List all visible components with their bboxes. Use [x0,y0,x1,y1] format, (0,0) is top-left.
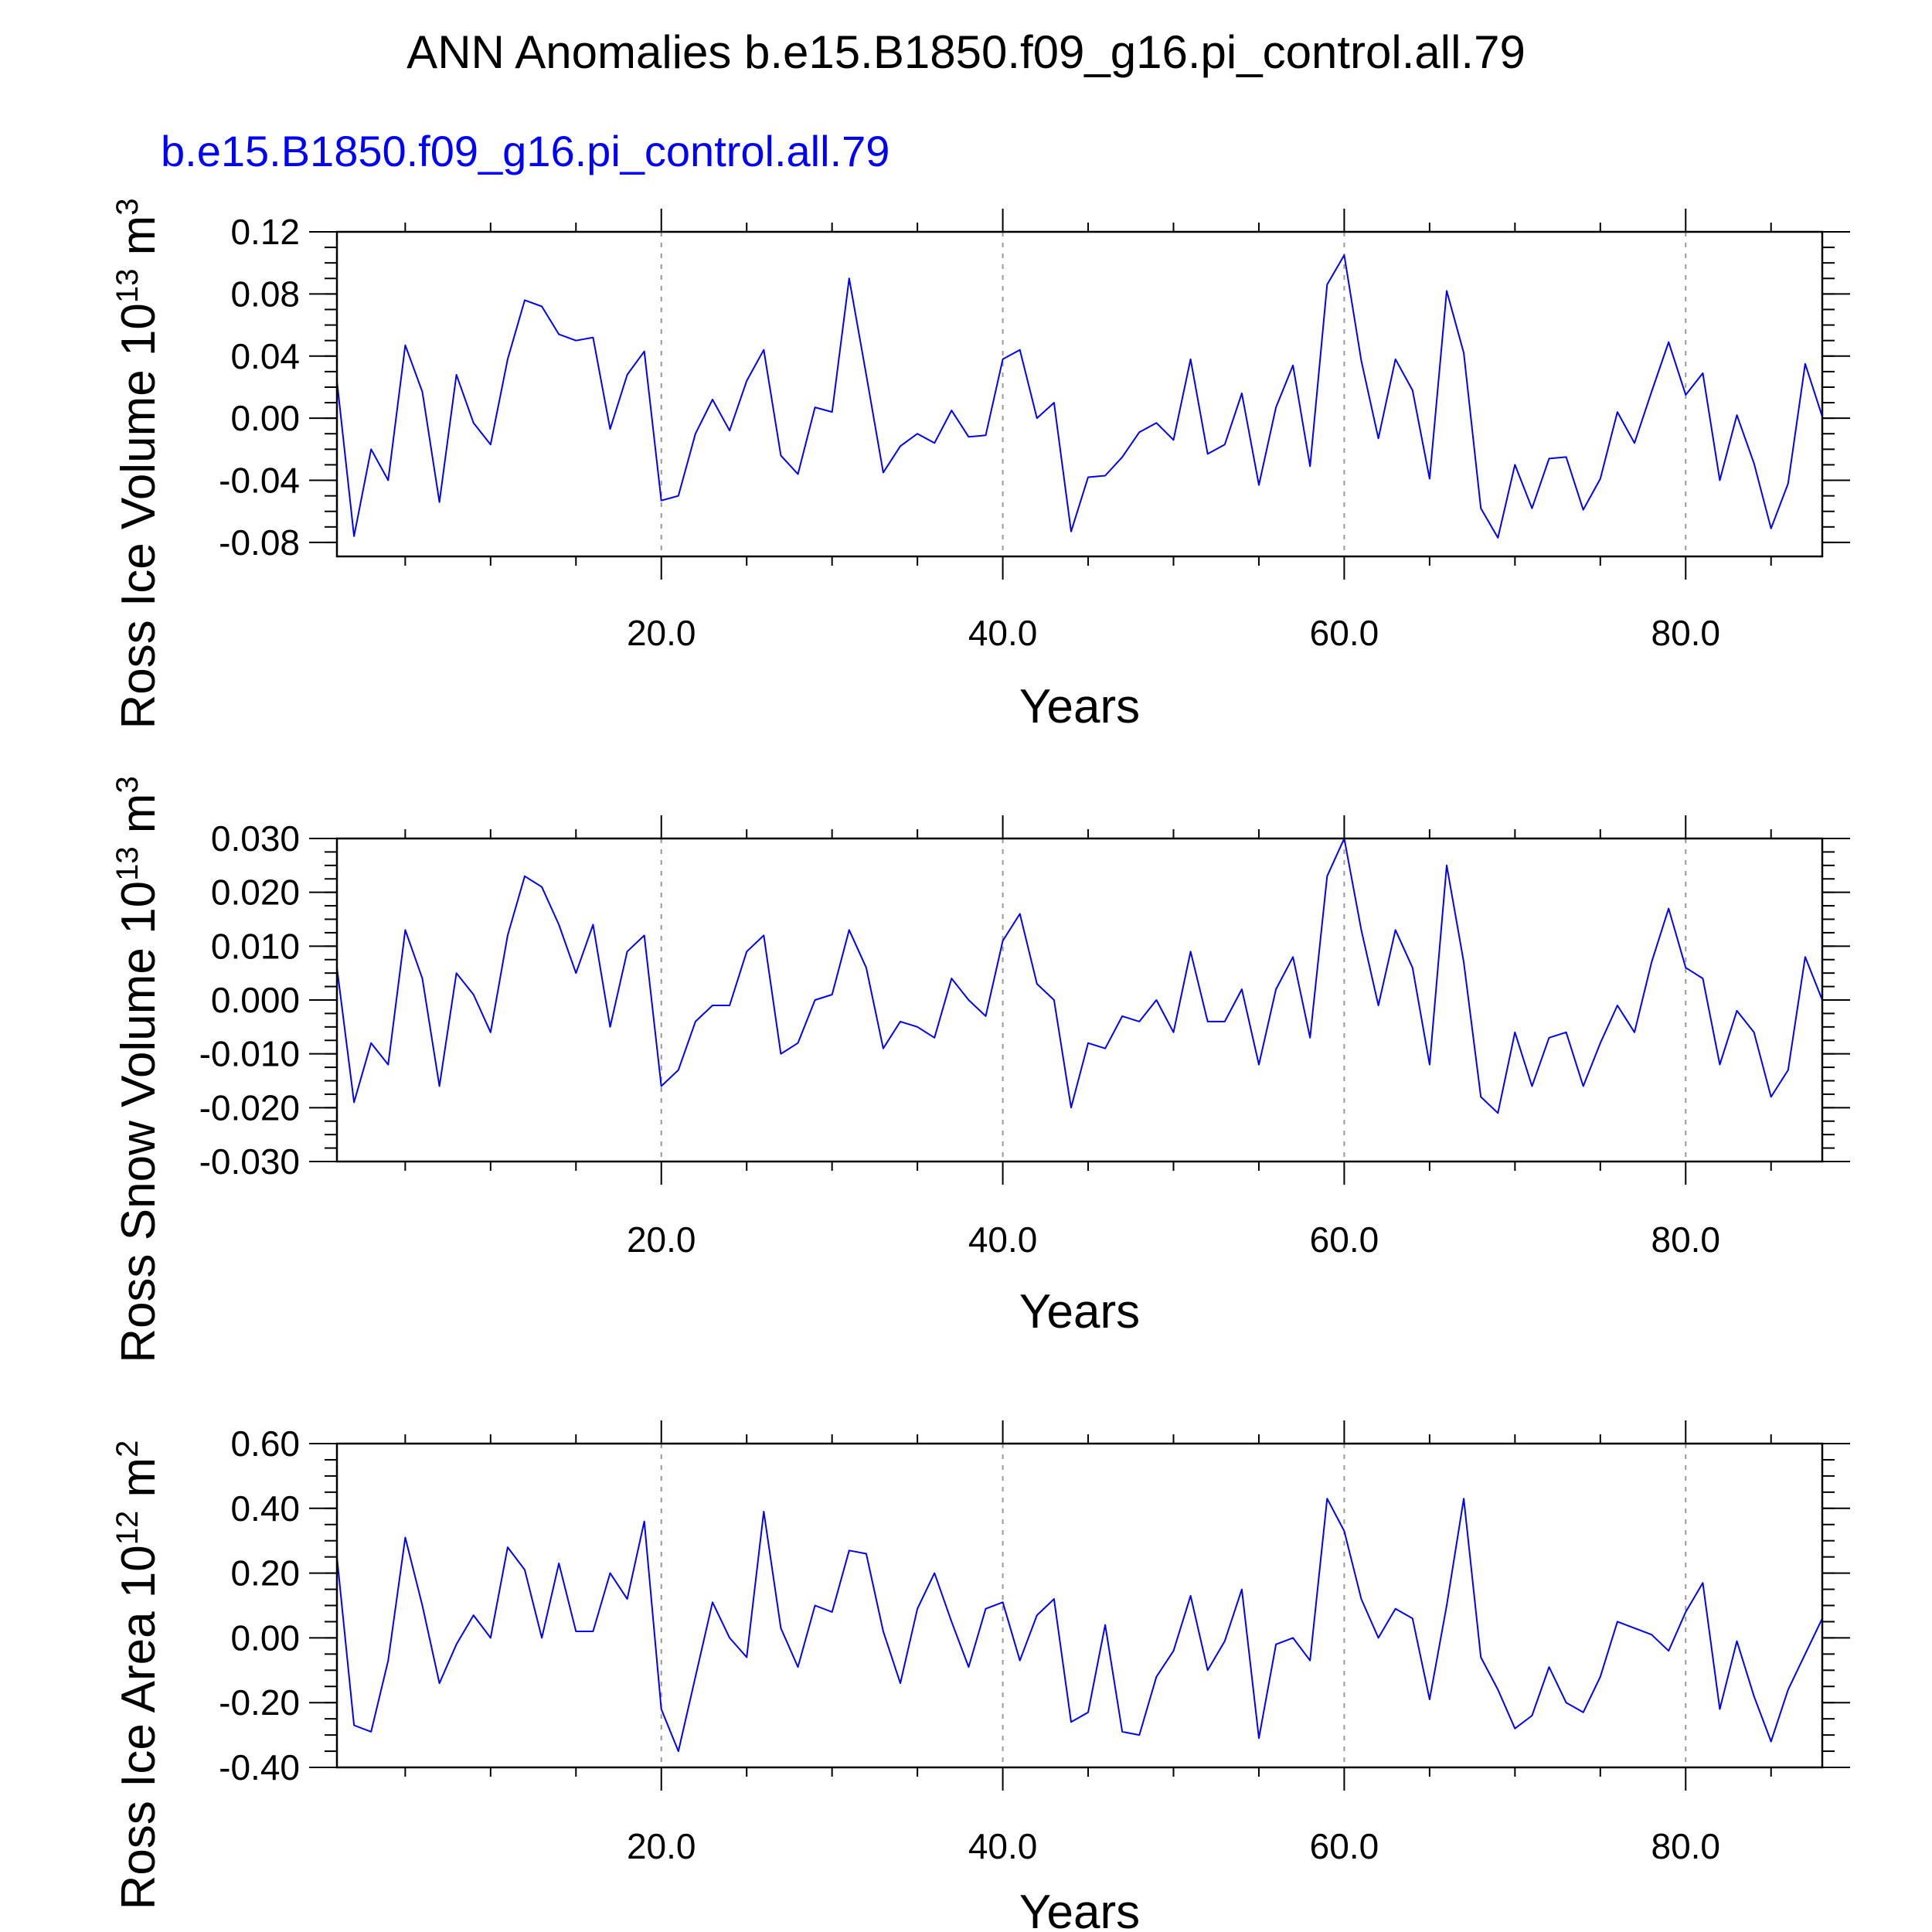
x-tick-label: 20.0 [627,613,696,653]
x-tick-label: 20.0 [627,1826,696,1866]
x-tick-label: 80.0 [1651,613,1720,653]
x-axis-label: Years [1019,680,1140,733]
x-axis-label: Years [1019,1886,1140,1932]
x-tick-label: 40.0 [968,613,1038,653]
chart-panel-3: 0.60 0.40 0.20 0.00 -0.20 -0.40 20.0 40.0 60.0 80… [111,1420,1850,1932]
y-tick-label: -0.40 [219,1747,300,1787]
plot-frame [335,837,1824,1163]
x-tick-label: 40.0 [968,1219,1038,1260]
y-tick-label: 0.00 [230,1617,300,1658]
y-tick-label: -0.020 [199,1087,300,1128]
y-tick-label: -0.010 [199,1034,300,1074]
chart-panel-2: 0.030 0.020 0.010 0.000 -0.010 -0.020 -0.030 20… [111,776,1850,1363]
x-tick-label: 80.0 [1651,1219,1720,1260]
y-tick-label: -0.04 [219,461,300,501]
plot-frame [335,230,1824,558]
series-line [336,254,1823,539]
chart-subtitle: b.e15.B1850.f09_g16.pi_control.all.79 [161,127,889,175]
x-tick-label: 80.0 [1651,1826,1720,1866]
y-tick-label: -0.08 [219,522,300,563]
x-tick-label: 60.0 [1310,1219,1379,1260]
y-tick-label: 0.00 [230,398,300,438]
x-tick-label: 60.0 [1310,1826,1379,1866]
y-tick-label: 0.000 [211,980,300,1020]
y-tick-label: 0.20 [230,1553,300,1594]
y-axis-label: Ross Ice Volume 1013 m3 [111,198,165,729]
y-tick-label: 0.08 [230,274,300,314]
y-tick-label: 0.12 [230,212,300,252]
y-tick-label: 0.04 [230,336,300,376]
plot-frame [335,1442,1824,1769]
y-tick-label: -0.030 [199,1141,300,1182]
y-axis-label: Ross Snow Volume 1013 m3 [111,776,165,1362]
chart-panel-1: 0.12 0.08 0.04 0.00 -0.04 -0.08 20.0 40.0 60.0 80… [111,198,1850,733]
x-tick-label: 40.0 [968,1826,1038,1866]
y-tick-label: 0.030 [211,818,300,859]
chart-panels: 0.12 0.08 0.04 0.00 -0.04 -0.08 20.0 40.0 60.0 80… [111,198,1850,1932]
y-axis-label: Ross Ice Area 1012 m2 [111,1440,165,1910]
chart-title: ANN Anomalies b.e15.B1850.f09_g16.pi_con… [406,26,1526,78]
x-axis-label: Years [1019,1285,1140,1338]
y-tick-label: 0.40 [230,1488,300,1529]
x-tick-label: 60.0 [1310,613,1379,653]
y-tick-label: 0.010 [211,926,300,966]
series-line [336,838,1823,1114]
y-tick-label: -0.20 [219,1682,300,1723]
y-tick-label: 0.020 [211,872,300,913]
series-line [336,1498,1823,1753]
x-tick-label: 20.0 [627,1219,696,1260]
y-tick-label: 0.60 [230,1423,300,1464]
